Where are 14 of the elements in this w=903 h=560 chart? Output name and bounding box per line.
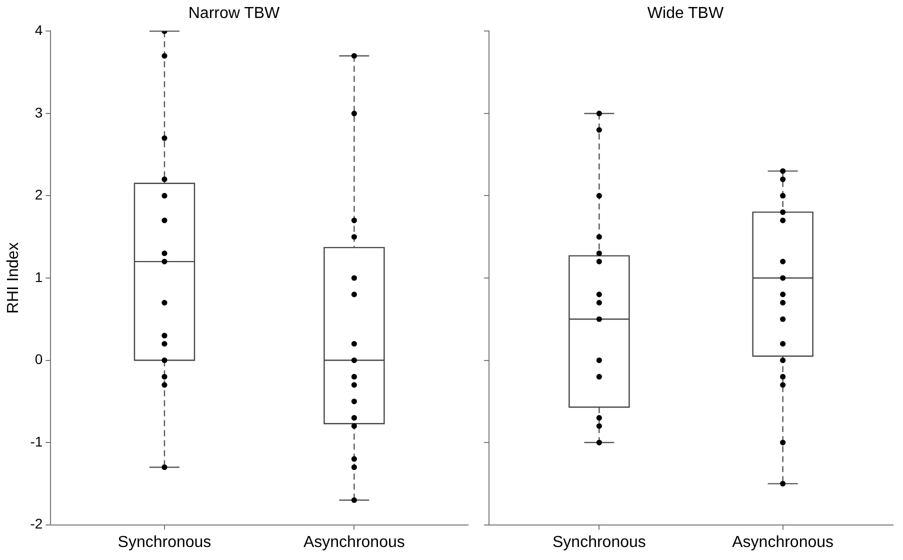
x-tick-label: Asynchronous	[732, 534, 834, 551]
y-tick-label: 4	[34, 22, 43, 38]
y-tick-label: 3	[34, 104, 43, 120]
y-tick-label: 2	[34, 186, 43, 203]
y-axis-title: RHI Index	[5, 242, 22, 314]
y-tick-label: 1	[34, 268, 43, 285]
y-tick-label: 0	[34, 351, 43, 368]
chart-title: Narrow TBW	[188, 5, 281, 22]
y-tick-label: -1	[30, 433, 43, 450]
chart-title: Wide TBW	[647, 5, 724, 22]
y-tick-label: -2	[30, 516, 43, 532]
x-tick-label: Synchronous	[552, 534, 646, 551]
x-tick-label: Asynchronous	[303, 534, 405, 551]
x-tick-label: Synchronous	[118, 534, 212, 551]
